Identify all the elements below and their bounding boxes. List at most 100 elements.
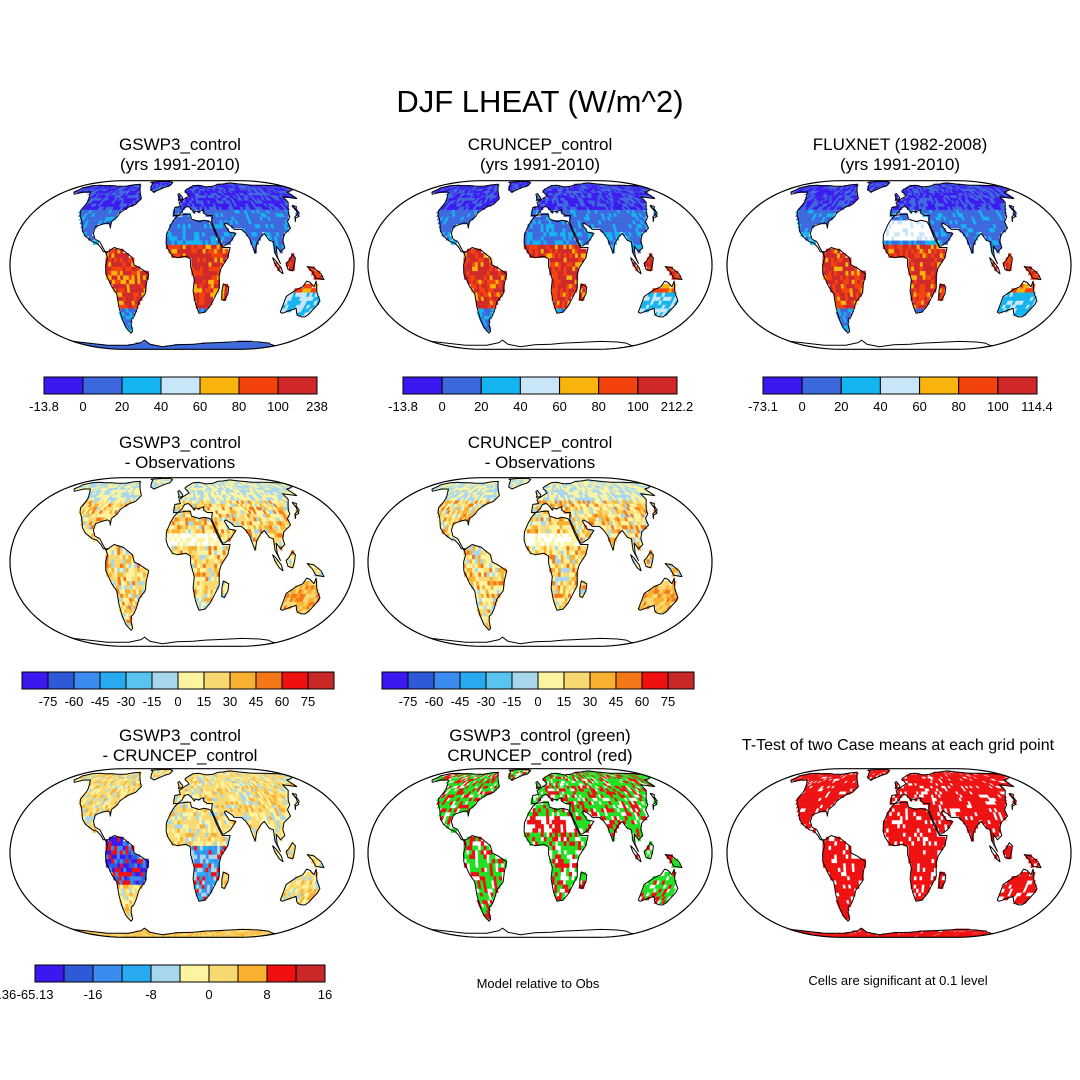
coastline-great-britain: [535, 193, 542, 201]
map-cruncep: [367, 180, 713, 350]
coastline-sumatra: [989, 845, 1001, 863]
coastline-borneo: [1002, 254, 1013, 272]
colorbar-tick-label: 238: [306, 399, 328, 414]
panel-title-gswp3-obs: GSWP3_control - Observations: [0, 433, 360, 473]
coastline-antarctica: [431, 636, 634, 645]
coastline-africa: [165, 510, 231, 611]
colorbar-box: [559, 376, 600, 395]
panel-title-cruncep-obs: CRUNCEP_control - Observations: [360, 433, 720, 473]
colorbar-tick-label: 80: [591, 399, 605, 414]
colorbar-tick-label: 75: [301, 694, 315, 709]
coastline-madagascar: [221, 871, 230, 890]
colorbar-tick-label: 8: [263, 987, 270, 1002]
colorbar-tick-label: -73.1: [748, 399, 778, 414]
colorbar-tick-label: 60: [635, 694, 649, 709]
coastline-south-america: [463, 247, 508, 334]
colorbar-tick-label: -16: [84, 987, 103, 1002]
coastline-greenland: [508, 477, 532, 490]
colorbar-box: [637, 376, 678, 395]
coastline-south-america: [105, 835, 150, 922]
coastline-japan: [291, 501, 300, 520]
coastline-australia: [637, 280, 679, 318]
colorbar-tick-label: 30: [223, 694, 237, 709]
colorbar-tick-label: 0: [438, 399, 445, 414]
globe-border: [367, 477, 713, 647]
colorbar-tick-label: 212.2: [661, 399, 694, 414]
map-gswp3: [9, 180, 355, 350]
globe-border: [367, 768, 713, 938]
colorbar-cruncep: -13.8 0 20 40 60 80 100 212.2: [388, 376, 694, 414]
colorbar-box: [199, 376, 240, 395]
colorbar-tick-label: 20: [474, 399, 488, 414]
coastline-borneo: [643, 254, 654, 272]
colorbar-tick-label: 75: [661, 694, 675, 709]
colorbar-tick-label: 20: [115, 399, 129, 414]
coastline-new-guinea: [1023, 854, 1042, 869]
coastline-south-america: [105, 544, 150, 631]
coastline-africa: [882, 213, 948, 314]
coastline-new-guinea: [1023, 266, 1042, 281]
main-title: DJF LHEAT (W/m^2): [396, 84, 684, 119]
colorbar-box: [99, 671, 127, 690]
colorbar-tick-label: 0: [205, 987, 212, 1002]
coastline-madagascar: [221, 580, 230, 599]
panel-title-fluxnet: FLUXNET (1982-2008) (yrs 1991-2010): [720, 135, 1080, 175]
coastline-madagascar: [579, 871, 588, 890]
colorbar-tick-label: 40: [873, 399, 887, 414]
coastline-sumatra: [630, 845, 642, 863]
coastline-borneo: [643, 551, 654, 569]
map-green-red: [367, 768, 713, 938]
coastline-australia: [996, 280, 1038, 318]
coastline-greenland: [508, 768, 532, 781]
coastline-south-america: [822, 247, 867, 334]
coastline-africa: [165, 213, 231, 314]
globe-border: [9, 768, 355, 938]
colorbar-box: [459, 671, 487, 690]
coastline-japan: [649, 501, 658, 520]
coastline-new-guinea: [664, 854, 683, 869]
panel-title-line1: FLUXNET (1982-2008): [812, 135, 988, 154]
coastline-sumatra: [272, 257, 284, 275]
colorbar-box: [160, 376, 201, 395]
colorbar-box: [21, 671, 49, 690]
coastline-eurasia: [531, 182, 656, 264]
coastline-eurasia: [890, 770, 1015, 852]
coastline-madagascar: [579, 580, 588, 599]
coastline-australia: [279, 868, 321, 906]
panel-title-line1: CRUNCEP_control: [467, 135, 613, 154]
colorbar-tick-label: 0: [174, 694, 181, 709]
colorbar-box: [238, 376, 279, 395]
colorbar-box: [82, 376, 123, 395]
colorbar-box: [203, 671, 231, 690]
colorbar-box: [73, 671, 101, 690]
note-significance: Cells are significant at 0.1 level: [808, 973, 988, 988]
coastline-greenland: [150, 180, 174, 193]
coastline-great-britain: [177, 490, 184, 498]
coastline-eurasia: [890, 182, 1015, 264]
map-cruncep-minus-obs: [367, 477, 713, 647]
coastline-sumatra: [272, 845, 284, 863]
coastline-sumatra: [630, 554, 642, 572]
colorbar-box: [121, 964, 152, 983]
coastline-australia: [637, 868, 679, 906]
colorbar-tick-label: 0: [79, 399, 86, 414]
map-gswp3-minus-cruncep: [9, 768, 355, 938]
coastline-south-america: [822, 835, 867, 922]
coastline-australia: [996, 868, 1038, 906]
coastline-eurasia: [173, 479, 298, 561]
colorbar-box: [801, 376, 842, 395]
colorbar-tick-label: -75: [399, 694, 418, 709]
colorbar-box: [121, 376, 162, 395]
panel-title-gswp3-cruncep: GSWP3_control - CRUNCEP_control: [0, 726, 360, 766]
colorbar-box: [615, 671, 643, 690]
colorbar-tick-label: 20: [834, 399, 848, 414]
colorbar-tick-label: -30: [477, 694, 496, 709]
coastline-new-guinea: [306, 854, 325, 869]
coastline-eurasia: [173, 770, 298, 852]
colorbar-tick-label: -45: [91, 694, 110, 709]
coastline-madagascar: [938, 871, 947, 890]
coastline-japan: [1008, 792, 1017, 811]
colorbar-tick-label: 0: [798, 399, 805, 414]
panel-title-line2: (yrs 1991-2010): [839, 155, 960, 174]
coastline-africa: [523, 801, 589, 902]
